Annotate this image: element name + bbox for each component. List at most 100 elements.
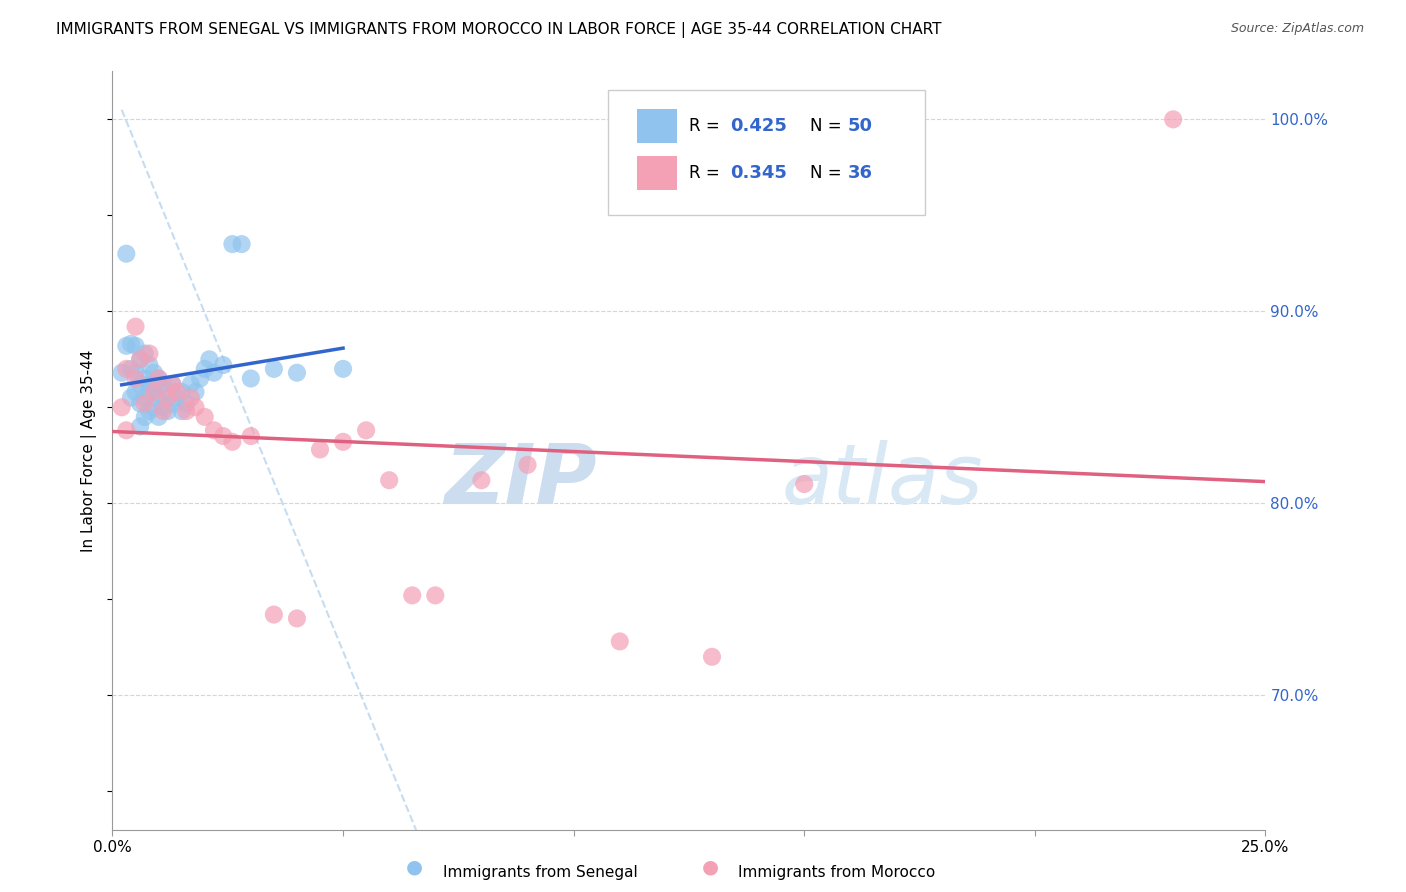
Text: atlas: atlas — [782, 441, 983, 521]
Point — [152, 401, 174, 415]
Text: ●: ● — [406, 857, 423, 876]
Point — [166, 384, 188, 399]
Point — [124, 371, 146, 385]
Point — [198, 352, 221, 367]
Point — [231, 237, 253, 252]
Point — [174, 404, 197, 418]
Point — [115, 339, 138, 353]
Point — [194, 362, 217, 376]
Point — [148, 371, 170, 385]
Point — [202, 423, 225, 437]
Point — [170, 404, 193, 418]
Point — [212, 358, 235, 372]
Point — [138, 346, 160, 360]
Point — [332, 434, 354, 449]
Text: 0.345: 0.345 — [731, 164, 787, 182]
Point — [156, 404, 179, 418]
Point — [174, 396, 197, 410]
Text: 36: 36 — [848, 164, 873, 182]
Point — [115, 423, 138, 437]
Text: R =: R = — [689, 164, 725, 182]
Point — [332, 362, 354, 376]
Point — [138, 384, 160, 399]
Text: ZIP: ZIP — [444, 441, 596, 521]
Text: IMMIGRANTS FROM SENEGAL VS IMMIGRANTS FROM MOROCCO IN LABOR FORCE | AGE 35-44 CO: IMMIGRANTS FROM SENEGAL VS IMMIGRANTS FR… — [56, 22, 942, 38]
Point — [143, 401, 166, 415]
Text: 0.425: 0.425 — [731, 117, 787, 135]
Point — [134, 396, 156, 410]
Point — [134, 371, 156, 385]
Point — [138, 358, 160, 372]
Point — [129, 396, 152, 410]
Point — [148, 371, 170, 385]
Text: Source: ZipAtlas.com: Source: ZipAtlas.com — [1230, 22, 1364, 36]
Point — [184, 401, 207, 415]
Bar — [637, 156, 678, 190]
Point — [239, 371, 262, 385]
Point — [134, 409, 156, 424]
Text: 50: 50 — [848, 117, 873, 135]
Point — [184, 384, 207, 399]
Point — [115, 246, 138, 260]
Point — [180, 377, 202, 392]
Point — [148, 391, 170, 405]
Point — [202, 366, 225, 380]
Point — [166, 391, 188, 405]
Point — [148, 409, 170, 424]
Point — [124, 339, 146, 353]
Point — [138, 404, 160, 418]
Point — [285, 611, 308, 625]
Point — [354, 423, 377, 437]
Point — [180, 391, 202, 405]
Text: N =: N = — [810, 164, 846, 182]
Point — [129, 377, 152, 392]
Text: Immigrants from Morocco: Immigrants from Morocco — [738, 865, 935, 880]
Point — [378, 473, 401, 487]
Point — [516, 458, 538, 472]
Text: N =: N = — [810, 117, 846, 135]
Point — [124, 384, 146, 399]
Point — [263, 362, 285, 376]
Point — [124, 366, 146, 380]
Point — [138, 377, 160, 392]
Point — [170, 384, 193, 399]
Point — [263, 607, 285, 622]
Bar — [637, 109, 678, 144]
Point — [212, 429, 235, 443]
Point — [152, 377, 174, 392]
Point — [129, 419, 152, 434]
Point — [470, 473, 492, 487]
Point — [143, 384, 166, 399]
Point — [221, 237, 243, 252]
Point — [221, 434, 243, 449]
Point — [309, 442, 332, 457]
Point — [156, 384, 179, 399]
Point — [152, 404, 174, 418]
Point — [134, 346, 156, 360]
Point — [120, 362, 142, 376]
Point — [609, 634, 631, 648]
Point — [111, 366, 134, 380]
FancyBboxPatch shape — [609, 90, 925, 216]
Point — [129, 352, 152, 367]
Point — [194, 409, 217, 424]
Point — [134, 391, 156, 405]
Point — [162, 377, 184, 392]
Point — [188, 371, 211, 385]
Point — [162, 396, 184, 410]
Point — [239, 429, 262, 443]
Y-axis label: In Labor Force | Age 35-44: In Labor Force | Age 35-44 — [80, 350, 97, 551]
Point — [143, 384, 166, 399]
Point — [124, 319, 146, 334]
Point — [285, 366, 308, 380]
Point — [793, 477, 815, 491]
Point — [401, 588, 423, 602]
Point — [425, 588, 447, 602]
Point — [156, 391, 179, 405]
Point — [120, 337, 142, 351]
Point — [162, 377, 184, 392]
Point — [115, 362, 138, 376]
Point — [1161, 112, 1184, 127]
Point — [120, 391, 142, 405]
Text: R =: R = — [689, 117, 725, 135]
